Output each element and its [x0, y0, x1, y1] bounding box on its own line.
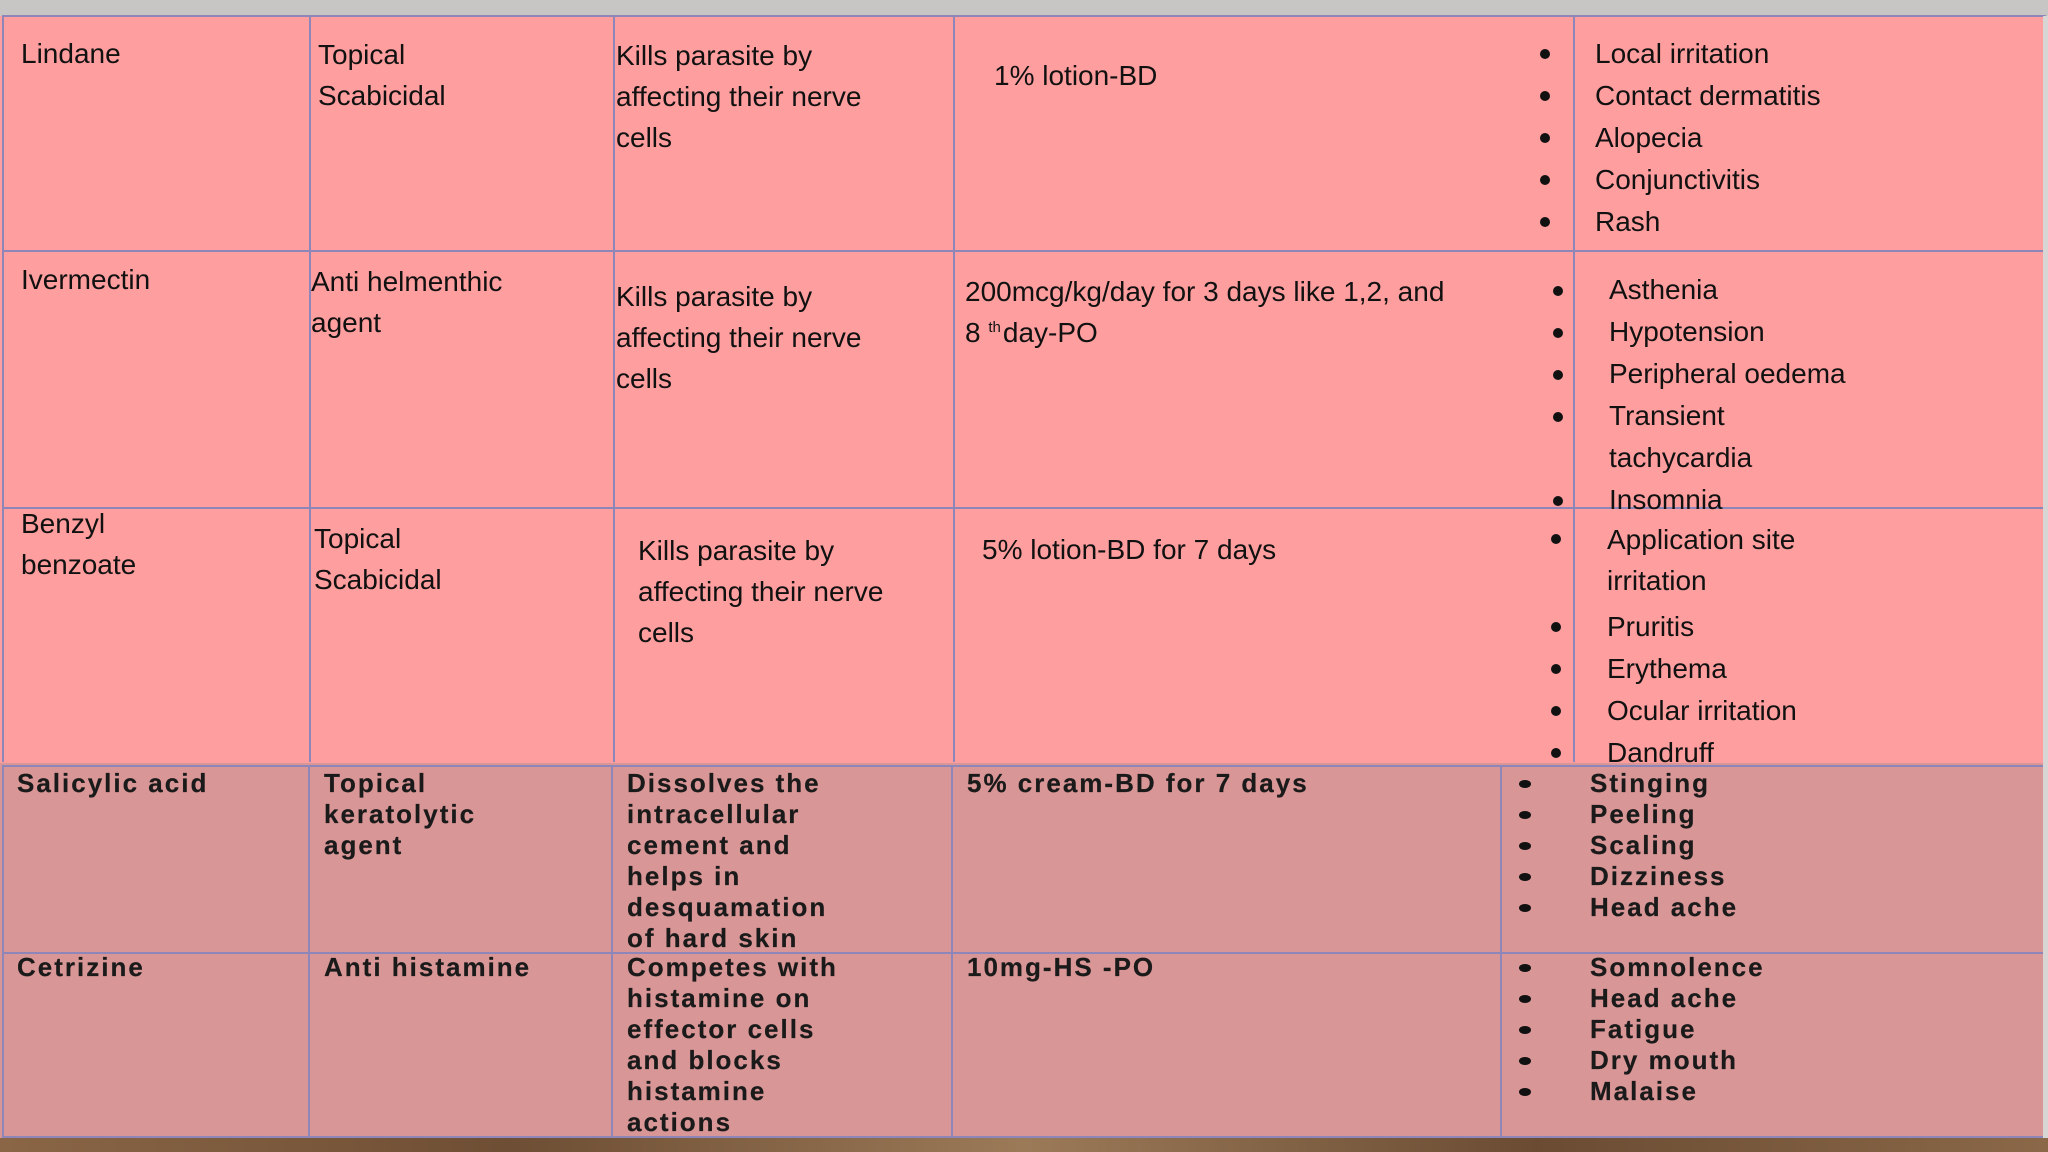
bullet-icon — [1519, 780, 1531, 788]
table-border — [2, 15, 4, 762]
table-cell-dose: 200mcg/kg/day for 3 days like 1,2, and 8… — [965, 276, 1445, 348]
table-cell-mechanism: Competes with histamine on effector cell… — [627, 952, 838, 1137]
table-cell-class: Anti histamine — [324, 952, 532, 982]
window-top-bar — [0, 0, 2048, 16]
drug-table-slide-upper — [0, 16, 2046, 763]
table-cell-drug: Cetrizine — [17, 952, 145, 982]
bullet-icon — [1540, 91, 1550, 101]
bullet-icon — [1519, 842, 1531, 850]
bullet-icon — [1551, 664, 1561, 674]
table-border — [308, 765, 310, 1137]
table-cell-dose: 5% cream-BD for 7 days — [967, 768, 1309, 798]
table-border — [2, 765, 4, 1137]
table-cell-drug: Lindane — [21, 38, 121, 69]
table-cell-side-effects: Somnolence Head ache Fatigue Dry mouth M… — [1590, 952, 1765, 1106]
table-border — [2, 952, 2046, 954]
bullet-icon — [1553, 412, 1563, 422]
table-cell-side-effects: Asthenia Hypotension Peripheral oedema T… — [1609, 274, 1846, 515]
table-cell-dose: 10mg-HS -PO — [967, 952, 1156, 982]
bullet-icon — [1519, 1026, 1531, 1034]
table-border — [2, 507, 2046, 509]
bullet-icon — [1551, 706, 1561, 716]
table-border — [1500, 765, 1502, 1137]
table-border — [953, 15, 955, 762]
table-cell-dose: 5% lotion-BD for 7 days — [982, 534, 1277, 565]
table-border — [2, 1136, 2046, 1138]
bullet-icon — [1540, 49, 1550, 59]
table-border — [613, 15, 615, 762]
table-border — [2, 15, 2046, 17]
bullet-icon — [1553, 328, 1563, 338]
table-border — [1573, 15, 1575, 762]
bullet-icon — [1553, 286, 1563, 296]
bullet-icon — [1519, 904, 1531, 912]
bullet-icon — [1519, 1088, 1531, 1096]
table-cell-side-effects: Application site irritation — [1607, 524, 1796, 596]
table-border — [309, 15, 311, 762]
bullet-icon — [1519, 995, 1531, 1003]
bullet-icon — [1519, 811, 1531, 819]
bullet-icon — [1551, 622, 1561, 632]
bullet-icon — [1540, 217, 1550, 227]
table-cell-dose: 1% lotion-BD — [994, 60, 1158, 91]
bullet-icon — [1553, 370, 1563, 380]
desktop-background-strip — [0, 1138, 2048, 1152]
bullet-icon — [1553, 496, 1563, 506]
bullet-icon — [1519, 1057, 1531, 1065]
window-right-edge — [2043, 16, 2048, 1138]
bullet-icon — [1519, 964, 1531, 972]
table-cell-class: Topical keratolytic agent — [324, 768, 477, 860]
bullet-icon — [1551, 534, 1561, 544]
table-border — [951, 765, 953, 1137]
table-cell-side-effects: Local irritation Contact dermatitis Alop… — [1595, 38, 1821, 237]
table-cell-mechanism: Kills parasite by affecting their nerve … — [616, 40, 862, 153]
table-cell-class: Topical Scabicidal — [318, 39, 446, 111]
bullet-icon — [1551, 748, 1561, 758]
table-cell-side-effects: Pruritis Erythema Ocular irritation Dand… — [1607, 611, 1797, 768]
table-border — [2, 250, 2046, 252]
table-border — [2, 765, 2046, 767]
table-cell-drug: Salicylic acid — [17, 768, 209, 798]
table-cell-mechanism: Dissolves the intracellular cement and h… — [627, 768, 828, 953]
drug-table-slide-lower — [0, 763, 2046, 1138]
table-cell-class: Topical Scabicidal — [314, 523, 442, 595]
bullet-icon — [1540, 133, 1550, 143]
bullet-icon — [1519, 873, 1531, 881]
table-cell-side-effects: Stinging Peeling Scaling Dizziness Head … — [1590, 768, 1739, 922]
table-cell-mechanism: Kills parasite by affecting their nerve … — [638, 535, 884, 648]
table-cell-drug: Ivermectin — [21, 264, 151, 295]
table-border — [611, 765, 613, 1137]
table-cell-drug: Benzyl benzoate — [21, 508, 137, 580]
table-cell-mechanism: Kills parasite by affecting their nerve … — [616, 281, 862, 394]
table-cell-class: Anti helmenthic agent — [311, 266, 503, 338]
bullet-icon — [1540, 175, 1550, 185]
